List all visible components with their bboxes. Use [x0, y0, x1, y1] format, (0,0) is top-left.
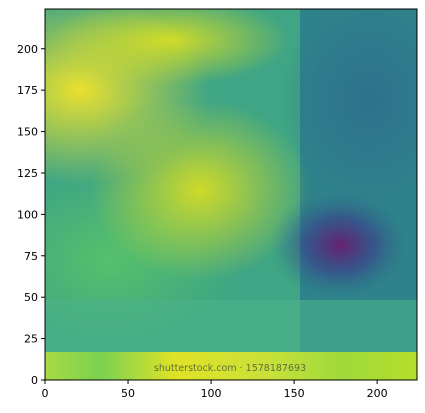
- heatmap-watermark-strip: [45, 352, 417, 380]
- y-tick-label: 25: [24, 333, 38, 346]
- x-axis: 0 50 100 150 200: [42, 380, 388, 400]
- y-tick-label: 200: [17, 43, 38, 56]
- x-tick-label: 50: [121, 387, 135, 400]
- y-tick-label: 150: [17, 126, 38, 139]
- y-tick-label: 50: [24, 291, 38, 304]
- heatmap-cold-region: [270, 190, 410, 300]
- heatmap-dark-region: [280, 9, 417, 210]
- watermark-text: shutterstock.com · 1578187693: [154, 363, 306, 374]
- heatmap-hot-region-center: [90, 100, 310, 280]
- plot-frame: [44, 8, 418, 381]
- heatmap-hot-region-top: [50, 9, 290, 85]
- x-tick-label: 200: [367, 387, 388, 400]
- y-axis: 0 25 50 75 100 125 150 175 200: [17, 43, 45, 387]
- x-tick-label: 100: [201, 387, 222, 400]
- heatmap-bottom-band: [45, 300, 417, 352]
- y-tick-label: 0: [31, 374, 38, 387]
- y-tick-label: 100: [17, 208, 38, 221]
- x-tick-label: 150: [284, 387, 305, 400]
- y-tick-label: 175: [17, 84, 38, 97]
- y-tick-label: 75: [24, 250, 38, 263]
- heatmap-image: shutterstock.com · 1578187693: [45, 9, 417, 380]
- y-tick-label: 125: [17, 167, 38, 180]
- x-tick-label: 0: [42, 387, 49, 400]
